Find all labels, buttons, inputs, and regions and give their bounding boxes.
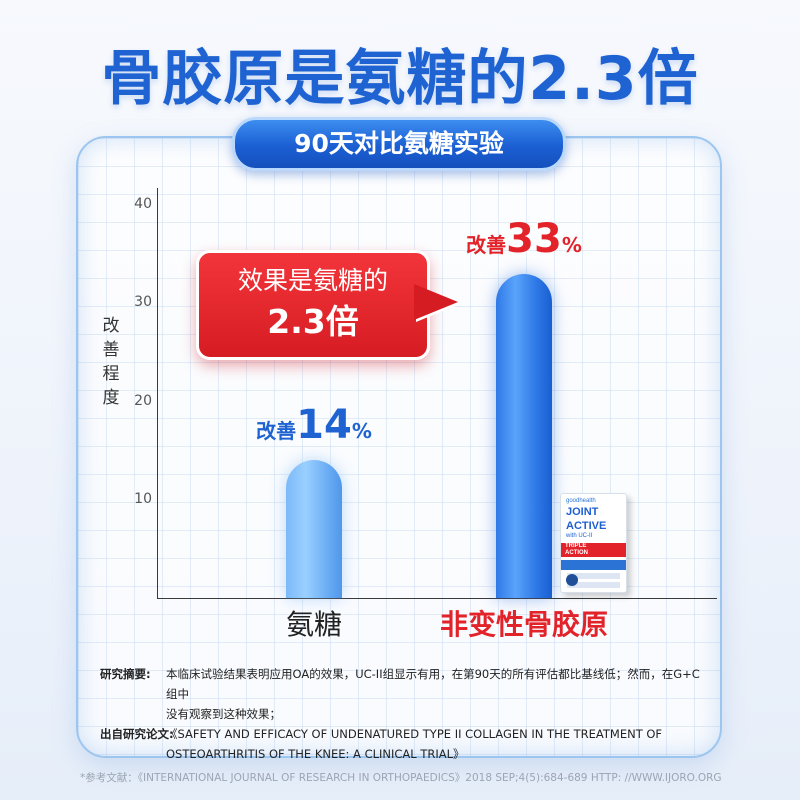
callout-line1: 效果是氨糖的 [237, 266, 388, 295]
y-tick-label: 40 [134, 196, 152, 212]
data-label-number: 33 [506, 215, 562, 262]
subtitle-pill: 90天对比氨糖实验 [232, 117, 566, 171]
data-label-prefix: 改善 [256, 419, 297, 444]
data-label: 改善14% [244, 402, 384, 448]
data-label: 改善33% [454, 216, 594, 262]
y-tick-label: 20 [134, 392, 152, 409]
summary-text-2: 没有观察到这种效果； [166, 707, 281, 721]
data-label-prefix: 改善 [466, 232, 507, 257]
product-brand: goodhealth [566, 498, 596, 504]
chart-card [76, 136, 722, 758]
data-label-number: 14 [296, 402, 352, 449]
product-name-line2: ACTIVE [566, 520, 607, 532]
product-name-line1: JOINT [566, 506, 599, 518]
product-band-line2: ACTION [565, 550, 588, 556]
x-axis-line [157, 598, 717, 599]
product-blue-band [561, 560, 626, 570]
source-text: 《SAFETY AND EFFICACY OF UNDENATURED TYPE… [166, 727, 663, 741]
study-notes: 研究摘要: 本临床试验结果表明应用OA的效果，UC-II组显示有用，在第90天的… [100, 664, 702, 764]
y-axis-line [157, 188, 158, 598]
product-band: TRIPLE ACTION [561, 543, 626, 557]
y-tick-label: 30 [134, 294, 152, 311]
product-with: with UC-II [566, 533, 593, 539]
bar [286, 460, 342, 598]
callout-bubble: 效果是氨糖的 2.3倍 [196, 250, 430, 360]
y-axis-label: 改善程度 [102, 316, 120, 408]
product-box: goodhealth JOINT ACTIVE with UC-II TRIPL… [560, 493, 627, 593]
footer-reference: *参考文献：《INTERNATIONAL JOURNAL OF RESEARCH… [80, 772, 722, 784]
data-label-suffix: % [351, 419, 372, 444]
callout-tail [414, 284, 458, 320]
bar [496, 273, 552, 598]
x-category-label: 氨糖 [285, 608, 342, 641]
summary-text: 本临床试验结果表明应用OA的效果，UC-II组显示有用，在第90天的所有评估都比… [166, 667, 700, 701]
callout-line2: 2.3倍 [267, 302, 359, 341]
product-text-line [567, 573, 620, 579]
headline: 骨胶原是氨糖的2.3倍 [101, 44, 699, 114]
source-key: 出自研究论文: [100, 727, 174, 741]
summary-key: 研究摘要: [100, 667, 151, 681]
x-category-label: 非变性骨胶原 [439, 608, 608, 641]
source-text-2: OSTEOARTHRITIS OF THE KNEE: A CLINICAL T… [166, 747, 465, 761]
product-text-line [567, 582, 620, 588]
product-logo-icon [566, 574, 578, 586]
y-tick-label: 10 [134, 490, 152, 507]
data-label-suffix: % [561, 232, 582, 257]
product-band-line1: TRIPLE [565, 543, 587, 549]
